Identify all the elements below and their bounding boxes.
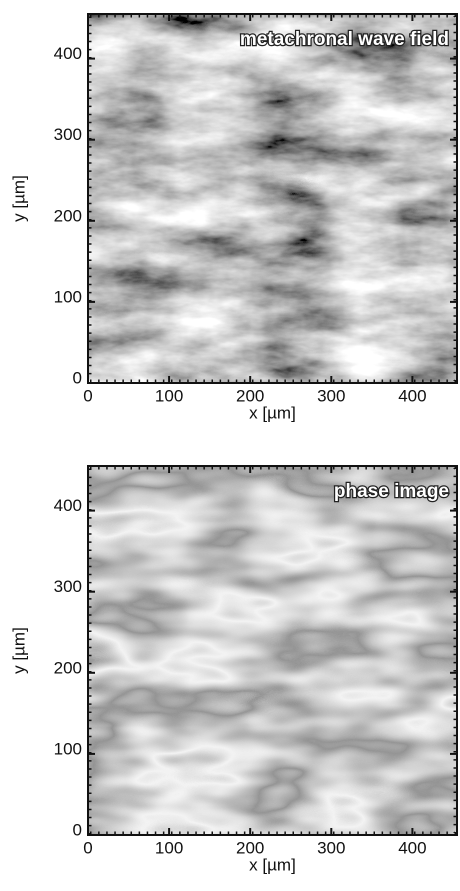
x-tick-label: 200 [236, 838, 264, 857]
y-tick-label: 300 [54, 125, 82, 144]
x-tick-label: 300 [317, 838, 345, 857]
x-axis-label: x [µm] [249, 403, 296, 422]
panel-title: phase image [334, 481, 449, 502]
y-tick-label: 200 [54, 206, 82, 225]
plot-frame [87, 13, 458, 384]
x-axis-label: x [µm] [249, 855, 296, 874]
x-tick-label: 100 [155, 838, 183, 857]
y-tick-label: 0 [73, 368, 82, 387]
x-tick-label: 0 [83, 838, 92, 857]
x-tick-label: 400 [398, 386, 426, 405]
y-tick-label: 400 [54, 496, 82, 515]
y-axis-label: y [µm] [9, 175, 28, 222]
x-tick-label: 200 [236, 386, 264, 405]
x-tick-label: 300 [317, 386, 345, 405]
panel-title: metachronal wave field [240, 29, 449, 50]
y-tick-label: 100 [54, 287, 82, 306]
y-tick-label: 400 [54, 44, 82, 63]
y-tick-label: 100 [54, 739, 82, 758]
x-tick-label: 0 [83, 386, 92, 405]
y-tick-label: 200 [54, 658, 82, 677]
y-tick-label: 0 [73, 820, 82, 839]
x-tick-label: 100 [155, 386, 183, 405]
y-axis-label: y [µm] [9, 627, 28, 674]
y-tick-label: 300 [54, 577, 82, 596]
plot-frame [87, 465, 458, 836]
image [88, 466, 457, 835]
image [88, 14, 457, 383]
x-tick-label: 400 [398, 838, 426, 857]
